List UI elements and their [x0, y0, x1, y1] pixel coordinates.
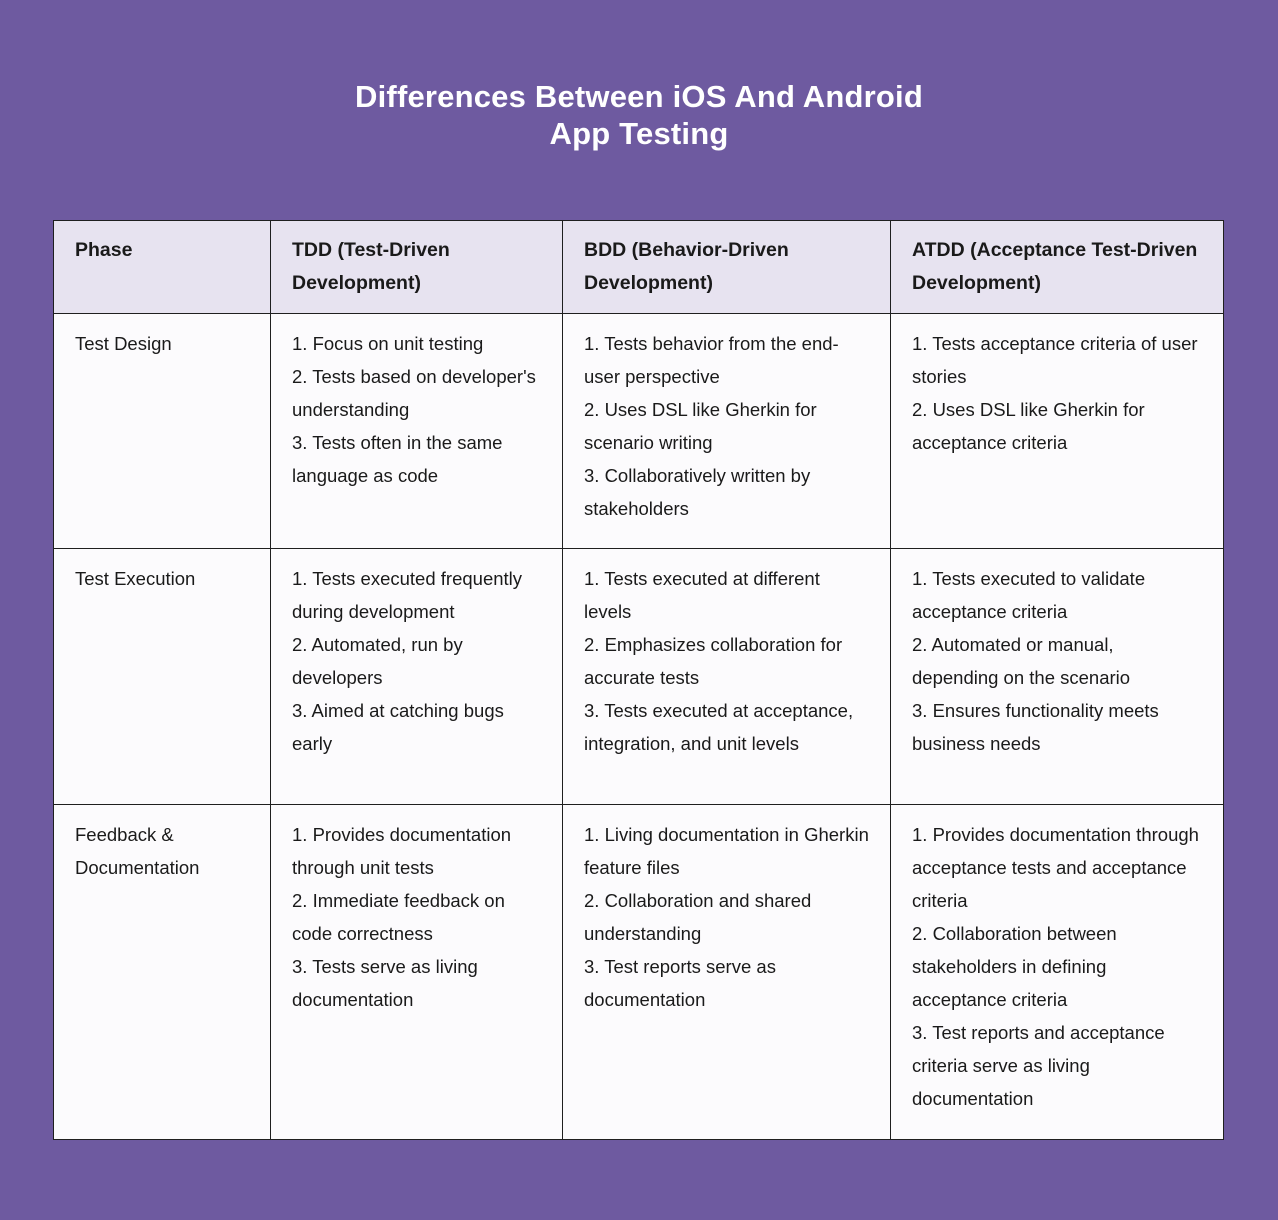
- cell-item: 2. Uses DSL like Gherkin for scenario wr…: [584, 399, 817, 453]
- cell-item: 2. Uses DSL like Gherkin for acceptance …: [912, 399, 1145, 453]
- cell-item: 1. Provides documentation through unit t…: [292, 824, 512, 878]
- cell-feedback-tdd: 1. Provides documentation through unit t…: [270, 804, 563, 1140]
- cell-item: 3. Test reports and acceptance criteria …: [912, 1022, 1165, 1109]
- phase-cell-test-execution: Test Execution: [53, 548, 271, 805]
- cell-test-execution-tdd: 1. Tests executed frequently during deve…: [270, 548, 563, 805]
- cell-item: 2. Emphasizes collaboration for accurate…: [584, 634, 843, 688]
- phase-cell-test-design: Test Design: [53, 313, 271, 549]
- cell-test-design-tdd: 1. Focus on unit testing 2. Tests based …: [270, 313, 563, 549]
- cell-item: 1. Tests executed frequently during deve…: [292, 568, 523, 622]
- header-cell-tdd: TDD (Test-Driven Development): [270, 220, 563, 314]
- table-row-test-execution: Test Execution 1. Tests executed frequen…: [53, 548, 1224, 805]
- cell-item: 1. Focus on unit testing: [292, 333, 484, 354]
- cell-item: 3. Aimed at catching bugs early: [292, 700, 504, 754]
- cell-item: 1. Tests executed at different levels: [584, 568, 820, 622]
- cell-item: 3. Ensures functionality meets business …: [912, 700, 1159, 754]
- page-title: Differences Between iOS And Android App …: [0, 78, 1278, 152]
- comparison-table: Phase TDD (Test-Driven Development) BDD …: [53, 220, 1224, 1140]
- cell-item: 2. Immediate feedback on code correctnes…: [292, 890, 505, 944]
- table-row-feedback-documentation: Feedback & Documentation 1. Provides doc…: [53, 804, 1224, 1140]
- phase-cell-feedback-documentation: Feedback & Documentation: [53, 804, 271, 1140]
- cell-test-execution-bdd: 1. Tests executed at different levels 2.…: [562, 548, 891, 805]
- cell-item: 2. Tests based on developer's understand…: [292, 366, 536, 420]
- header-cell-phase: Phase: [53, 220, 271, 314]
- cell-item: 3. Test reports serve as documentation: [584, 956, 776, 1010]
- cell-item: 3. Tests often in the same language as c…: [292, 432, 503, 486]
- cell-item: 3. Collaboratively written by stakeholde…: [584, 465, 811, 519]
- cell-test-design-bdd: 1. Tests behavior from the end-user pers…: [562, 313, 891, 549]
- cell-item: 2. Collaboration and shared understandin…: [584, 890, 812, 944]
- table-header-row: Phase TDD (Test-Driven Development) BDD …: [53, 220, 1224, 314]
- page-title-line1: Differences Between iOS And Android: [355, 79, 923, 114]
- cell-item: 2. Automated, run by developers: [292, 634, 463, 688]
- cell-test-design-atdd: 1. Tests acceptance criteria of user sto…: [890, 313, 1224, 549]
- page-title-line2: App Testing: [549, 116, 729, 151]
- cell-item: 2. Collaboration between stakeholders in…: [912, 923, 1117, 1010]
- cell-item: 3. Tests executed at acceptance, integra…: [584, 700, 854, 754]
- cell-feedback-bdd: 1. Living documentation in Gherkin featu…: [562, 804, 891, 1140]
- cell-feedback-atdd: 1. Provides documentation through accept…: [890, 804, 1224, 1140]
- cell-item: 1. Tests behavior from the end-user pers…: [584, 333, 839, 387]
- cell-test-execution-atdd: 1. Tests executed to validate acceptance…: [890, 548, 1224, 805]
- cell-item: 3. Tests serve as living documentation: [292, 956, 478, 1010]
- cell-item: 1. Provides documentation through accept…: [912, 824, 1199, 911]
- cell-item: 2. Automated or manual, depending on the…: [912, 634, 1131, 688]
- cell-item: 1. Tests executed to validate acceptance…: [912, 568, 1146, 622]
- header-cell-atdd: ATDD (Acceptance Test-Driven Development…: [890, 220, 1224, 314]
- cell-item: 1. Living documentation in Gherkin featu…: [584, 824, 869, 878]
- cell-item: 1. Tests acceptance criteria of user sto…: [912, 333, 1198, 387]
- header-cell-bdd: BDD (Behavior-Driven Development): [562, 220, 891, 314]
- table-row-test-design: Test Design 1. Focus on unit testing 2. …: [53, 313, 1224, 549]
